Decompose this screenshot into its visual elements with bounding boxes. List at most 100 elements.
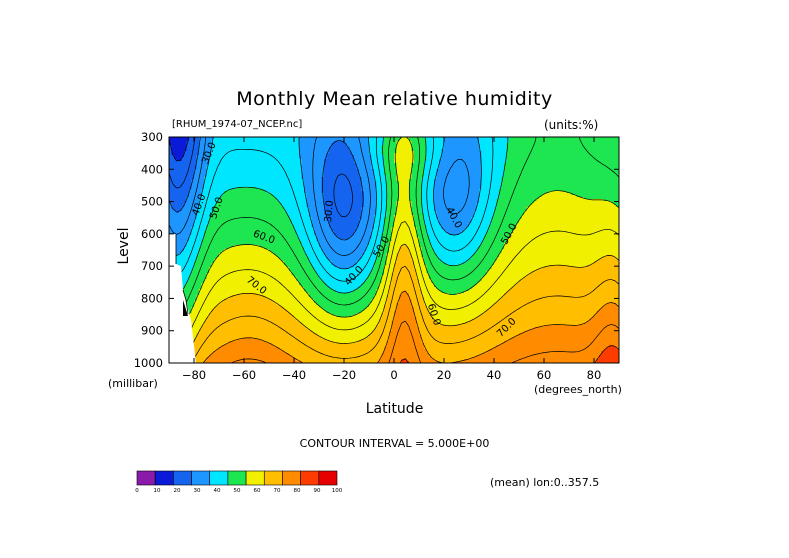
contour-cell xyxy=(516,169,520,172)
contour-cell xyxy=(569,167,573,170)
contour-cell xyxy=(549,141,553,144)
contour-cell xyxy=(184,169,188,172)
contour-cell xyxy=(276,143,280,146)
contour-cell xyxy=(346,179,350,182)
contour-cell xyxy=(229,137,233,140)
contour-cell xyxy=(226,185,230,188)
contour-cell xyxy=(569,143,573,146)
contour-cell xyxy=(311,187,315,190)
contour-cell xyxy=(276,139,280,142)
contour-cell xyxy=(394,169,398,172)
contour-cell xyxy=(219,173,223,176)
contour-cell xyxy=(526,187,530,190)
contour-cell xyxy=(561,155,565,158)
contour-cell xyxy=(334,191,338,194)
contour-cell xyxy=(581,159,585,162)
contour-cell xyxy=(471,161,475,164)
contour-cell xyxy=(214,147,218,150)
contour-cell xyxy=(461,143,465,146)
contour-cell xyxy=(446,171,450,174)
contour-cell xyxy=(269,147,273,150)
contour-cell xyxy=(314,185,318,188)
contour-cell xyxy=(176,141,180,144)
contour-cell xyxy=(599,157,603,160)
contour-cell xyxy=(591,183,595,186)
contour-cell xyxy=(231,141,235,144)
contour-cell xyxy=(466,181,470,184)
contour-cell xyxy=(549,173,553,176)
contour-cell xyxy=(299,149,303,152)
contour-cell xyxy=(476,157,480,160)
contour-cell xyxy=(339,159,343,162)
contour-cell xyxy=(309,161,313,164)
contour-cell xyxy=(506,159,510,162)
contour-cell xyxy=(566,175,570,178)
contour-cell xyxy=(474,147,478,150)
contour-cell xyxy=(224,171,228,174)
contour-cell xyxy=(329,151,333,154)
contour-cell xyxy=(614,139,618,142)
contour-cell xyxy=(366,163,370,166)
contour-cell xyxy=(224,175,228,178)
contour-cell xyxy=(546,185,550,188)
contour-cell xyxy=(371,187,375,190)
contour-cell xyxy=(606,167,610,170)
contour-cell xyxy=(554,167,558,170)
contour-cell xyxy=(519,147,523,150)
contour-cell xyxy=(476,159,480,162)
contour-cell xyxy=(561,177,565,180)
contour-cell xyxy=(269,161,273,164)
contour-cell xyxy=(464,179,468,182)
contour-cell xyxy=(236,183,240,186)
contour-cell xyxy=(299,173,303,176)
contour-cell xyxy=(339,147,343,150)
contour-cell xyxy=(324,149,328,152)
contour-cell xyxy=(564,185,568,188)
contour-cell xyxy=(581,169,585,172)
contour-cell xyxy=(256,139,260,142)
contour-cell xyxy=(556,147,560,150)
contour-cell xyxy=(264,147,268,150)
contour-cell xyxy=(241,169,245,172)
contour-cell xyxy=(216,183,220,186)
contour-cell xyxy=(451,171,455,174)
contour-cell xyxy=(336,165,340,168)
contour-cell xyxy=(381,187,385,190)
contour-cell xyxy=(609,139,613,142)
contour-cell xyxy=(589,165,593,168)
contour-cell xyxy=(359,163,363,166)
contour-cell xyxy=(549,151,553,154)
contour-cell xyxy=(244,177,248,180)
contour-cell xyxy=(266,173,270,176)
contour-cell xyxy=(264,143,268,146)
contour-cell xyxy=(504,187,508,190)
contour-cell xyxy=(289,175,293,178)
contour-cell xyxy=(509,157,513,160)
contour-cell xyxy=(319,151,323,154)
contour-cell xyxy=(191,143,195,146)
contour-cell xyxy=(309,179,313,182)
contour-cell xyxy=(579,157,583,160)
contour-cell xyxy=(219,139,223,142)
contour-cell xyxy=(429,137,433,140)
contour-cell xyxy=(551,167,555,170)
contour-cell xyxy=(359,185,363,188)
contour-cell xyxy=(429,189,433,192)
contour-cell xyxy=(431,145,435,148)
contour-cell xyxy=(314,151,318,154)
contour-cell xyxy=(584,189,588,192)
contour-cell xyxy=(426,183,430,186)
contour-cell xyxy=(461,189,465,192)
contour-cell xyxy=(261,143,265,146)
contour-cell xyxy=(414,189,418,192)
contour-cell xyxy=(536,167,540,170)
contour-cell xyxy=(416,187,420,190)
contour-cell xyxy=(259,143,263,146)
contour-cell xyxy=(196,137,200,140)
contour-cell xyxy=(329,157,333,160)
contour-cell xyxy=(441,137,445,140)
contour-cell xyxy=(589,183,593,186)
contour-cell xyxy=(294,159,298,162)
contour-cell xyxy=(524,175,528,178)
contour-cell xyxy=(609,159,613,162)
